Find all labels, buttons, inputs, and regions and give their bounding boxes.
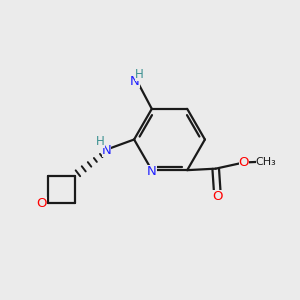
Text: O: O bbox=[212, 190, 223, 203]
Text: N: N bbox=[102, 143, 111, 157]
Text: O: O bbox=[37, 196, 47, 210]
Text: N: N bbox=[130, 75, 140, 88]
Text: CH₃: CH₃ bbox=[256, 157, 277, 167]
Text: H: H bbox=[134, 68, 143, 81]
Text: H: H bbox=[96, 135, 105, 148]
Text: N: N bbox=[147, 165, 157, 178]
Text: O: O bbox=[239, 156, 249, 169]
